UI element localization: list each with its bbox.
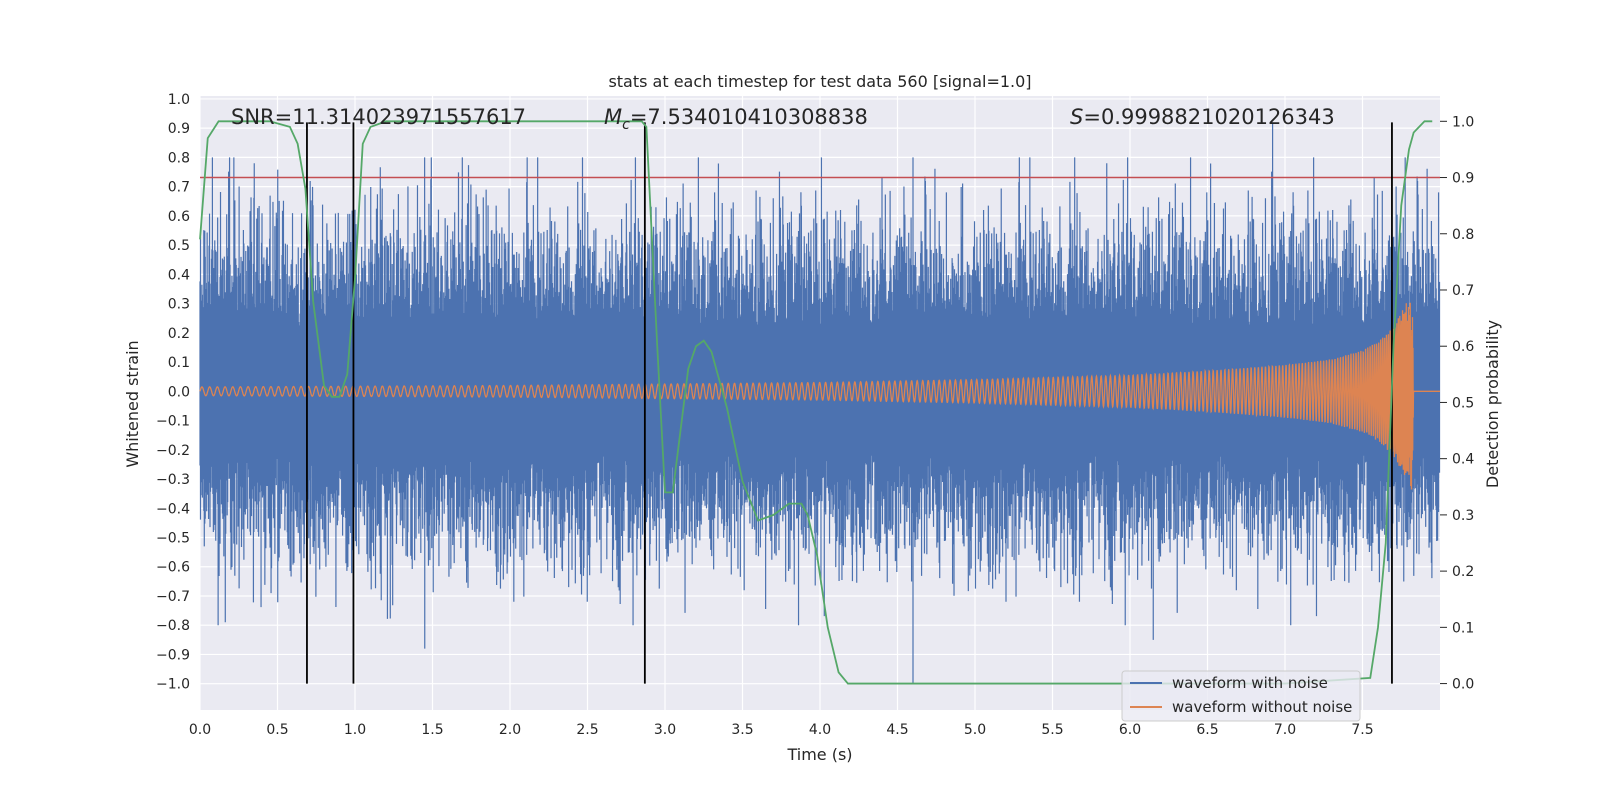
x-tick-label: 7.0 [1274, 722, 1296, 738]
legend-label-noise: waveform with noise [1172, 674, 1328, 692]
clean-waveform-line [199, 302, 1440, 490]
y2-tick-label: 0.8 [1452, 227, 1474, 243]
y-tick-label: −0.8 [156, 618, 190, 634]
x-tick-label: 2.0 [499, 722, 521, 738]
x-axis-title: Time (s) [786, 745, 852, 764]
y2-tick-label: 0.5 [1452, 395, 1474, 411]
y2-tick-label: 0.6 [1452, 339, 1474, 355]
chirp-mass-annotation: Mc=7.534010410308838 [604, 105, 868, 133]
score-symbol: S [1070, 105, 1083, 129]
y-tick-label: 0.7 [168, 180, 190, 196]
chirp-mass-symbol: M [604, 105, 622, 129]
x-tick-label: 4.5 [886, 722, 908, 738]
y-tick-label: 0.1 [168, 355, 190, 371]
y-tick-label: 1.0 [168, 92, 190, 108]
x-tick-label: 0.0 [189, 722, 211, 738]
x-tick-label: 6.5 [1196, 722, 1218, 738]
chirp-mass-value: =7.534010410308838 [630, 105, 868, 129]
y2-tick-label: 1.0 [1452, 114, 1474, 130]
legend: waveform with noise waveform without noi… [1121, 670, 1361, 722]
x-tick-label: 1.0 [344, 722, 366, 738]
chart-title: stats at each timestep for test data 560… [608, 72, 1031, 91]
y-tick-label: −0.2 [156, 443, 190, 459]
snr-annotation: SNR=11.314023971557617 [231, 105, 526, 129]
y-tick-label: −0.3 [156, 472, 190, 488]
x-tick-label: 4.0 [809, 722, 831, 738]
x-tick-label: 6.0 [1119, 722, 1141, 738]
score-value: =0.9998821020126343 [1083, 105, 1334, 129]
y-axis-title: Whitened strain [123, 340, 142, 467]
y-tick-label: −0.9 [156, 647, 190, 663]
data-layer [199, 120, 1441, 685]
y2-tick-label: 0.4 [1452, 452, 1474, 468]
y-tick-label: −1.0 [156, 677, 190, 693]
x-tick-label: 5.0 [964, 722, 986, 738]
x-tick-label: 7.5 [1351, 722, 1373, 738]
y-tick-label: −0.4 [156, 501, 190, 517]
y2-tick-label: 0.9 [1452, 171, 1474, 187]
x-tick-label: 3.0 [654, 722, 676, 738]
y-tick-label: 0.8 [168, 150, 190, 166]
y2-tick-label: 0.0 [1452, 677, 1474, 693]
y-tick-label: 0.9 [168, 121, 190, 137]
score-annotation: S=0.9998821020126343 [1070, 105, 1335, 129]
y-tick-label: 0.3 [168, 297, 190, 313]
y-tick-label: 0.6 [168, 209, 190, 225]
axes: 1.0 0.9 0.8 0.7 0.6 0.5 0.4 0.3 0.2 0.1 0.0 −0.1 −0.… [156, 92, 1474, 738]
x-tick-label: 3.5 [731, 722, 753, 738]
y2-tick-label: 0.2 [1452, 564, 1474, 580]
y-tick-label: −0.7 [156, 589, 190, 605]
x-tick-label: 5.5 [1041, 722, 1063, 738]
y2-axis-title: Detection probability [1483, 320, 1502, 488]
y-tick-label: −0.6 [156, 560, 190, 576]
y-tick-label: −0.5 [156, 530, 190, 546]
x-tick-label: 0.5 [266, 722, 288, 738]
x-tick-label: 2.5 [576, 722, 598, 738]
y-tick-label: 0.2 [168, 326, 190, 342]
legend-label-signal: waveform without noise [1172, 698, 1352, 716]
x-tick-label: 1.5 [421, 722, 443, 738]
y-tick-label: 0.4 [168, 267, 190, 283]
y2-tick-label: 0.7 [1452, 283, 1474, 299]
y-tick-label: −0.1 [156, 414, 190, 430]
y-tick-label: 0.0 [168, 384, 190, 400]
y-tick-label: 0.5 [168, 238, 190, 254]
chirp-mass-subscript: c [622, 117, 630, 133]
y2-tick-label: 0.1 [1452, 620, 1474, 636]
y2-tick-label: 0.3 [1452, 508, 1474, 524]
legend-box [1121, 670, 1361, 722]
